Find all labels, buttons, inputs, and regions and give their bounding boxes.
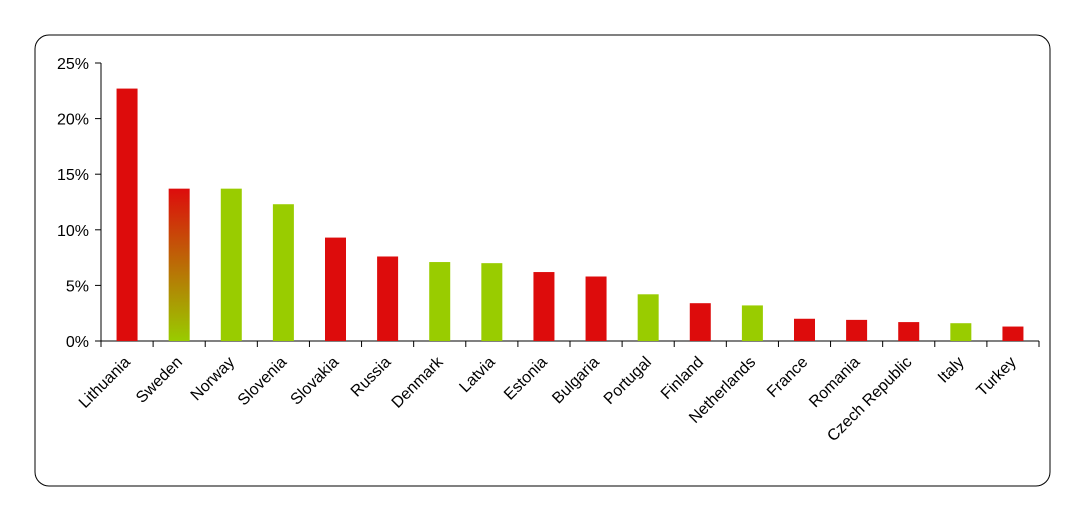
y-tick-label: 15% (57, 167, 89, 184)
bar (272, 204, 294, 341)
y-tick-label: 25% (57, 56, 89, 73)
bar (377, 256, 399, 341)
bar (533, 272, 555, 341)
bar (220, 188, 242, 341)
chart-frame (34, 34, 1051, 487)
bar (741, 305, 763, 341)
y-tick-label: 5% (66, 278, 89, 295)
bar (898, 322, 920, 341)
bar (116, 88, 138, 342)
bar (168, 188, 190, 341)
bar (637, 294, 659, 341)
bar (1002, 326, 1024, 341)
bar (481, 263, 503, 341)
bar (689, 303, 711, 341)
bar (325, 237, 346, 341)
bar (950, 323, 972, 341)
bar (585, 276, 607, 341)
bar (794, 318, 815, 341)
bar (846, 319, 868, 341)
y-tick-label: 10% (57, 223, 89, 240)
y-tick-label: 20% (57, 112, 89, 129)
bar (429, 262, 451, 341)
y-tick-label: 0% (66, 334, 89, 351)
